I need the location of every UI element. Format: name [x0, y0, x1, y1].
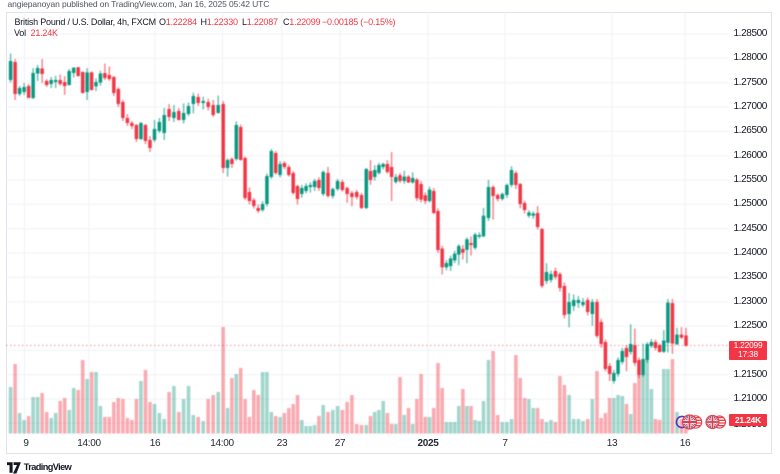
svg-text:TradingView: TradingView [24, 462, 73, 472]
